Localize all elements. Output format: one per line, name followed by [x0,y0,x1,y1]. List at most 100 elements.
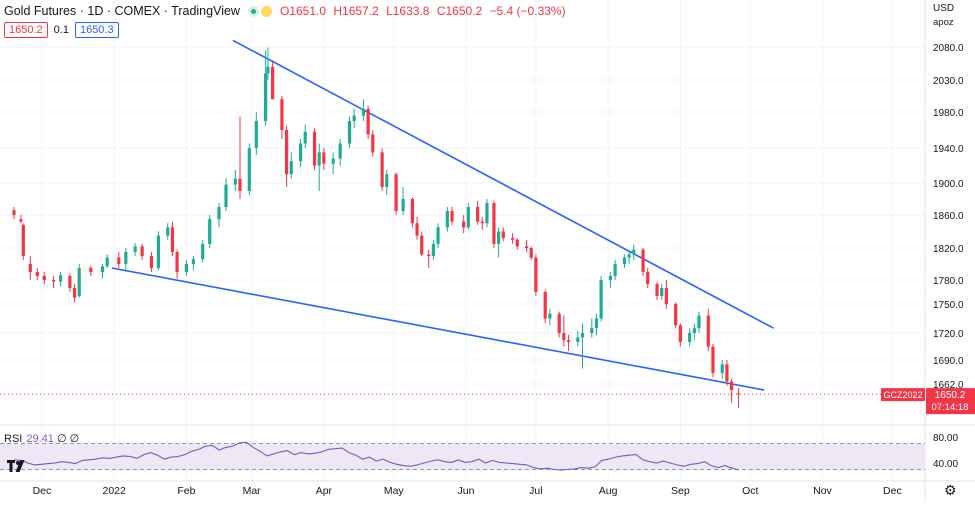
candle-body[interactable] [529,248,533,258]
candle-body[interactable] [613,264,617,276]
candle-body[interactable] [298,143,303,162]
candle-body[interactable] [266,66,270,74]
candle-body[interactable] [317,152,321,166]
candle-body[interactable] [271,66,275,100]
candle-body[interactable] [476,207,480,222]
candle-body[interactable] [450,211,454,222]
candle-body[interactable] [485,203,489,224]
candle-body[interactable] [730,381,734,390]
candle-body[interactable] [133,246,137,252]
candle-body[interactable] [580,333,585,338]
candle-body[interactable] [224,184,228,207]
candle-body[interactable] [427,254,431,256]
candle-body[interactable] [711,346,715,373]
candle-body[interactable] [233,178,237,185]
candle-body[interactable] [480,221,484,224]
candle-body[interactable] [208,219,212,244]
candle-body[interactable] [394,174,398,211]
candle-body[interactable] [622,257,627,264]
candle-body[interactable] [641,249,645,272]
scale-mode-label[interactable]: apoz [933,17,954,28]
candle-body[interactable] [347,121,352,144]
candle-body[interactable] [166,227,170,236]
candle-body[interactable] [331,158,335,164]
candle-body[interactable] [149,256,154,268]
candle-body[interactable] [462,221,466,228]
candle-body[interactable] [201,243,205,260]
candle-body[interactable] [548,313,552,319]
candle-body[interactable] [692,328,696,333]
trendline[interactable] [111,267,765,391]
candle-body[interactable] [706,315,710,347]
candle-body[interactable] [445,211,449,228]
candle-body[interactable] [175,252,179,272]
candle-body[interactable] [678,325,682,342]
candle-body[interactable] [42,276,46,280]
candle-body[interactable] [557,313,561,333]
candle-body[interactable] [280,99,284,130]
candle-body[interactable] [361,108,366,116]
candle-body[interactable] [524,246,529,248]
symbol-title[interactable]: Gold Futures · 1D · COMEX · TradingView [4,4,240,18]
candle-body[interactable] [501,231,505,239]
trendline[interactable] [232,39,774,329]
candle-body[interactable] [366,108,370,135]
candle-body[interactable] [35,272,39,276]
candle-body[interactable] [385,174,389,187]
candle-body[interactable] [380,152,384,187]
sell-button[interactable]: 1650.2 [4,22,48,38]
candle-body[interactable] [566,340,571,342]
candle-body[interactable] [322,152,326,164]
candle-body[interactable] [632,249,636,255]
candle-body[interactable] [58,275,63,282]
candle-body[interactable] [497,231,501,244]
candle-body[interactable] [264,73,268,121]
candle-body[interactable] [105,257,109,267]
candle-body[interactable] [21,224,25,256]
candle-body[interactable] [415,223,419,236]
candle-body[interactable] [28,264,32,272]
candle-body[interactable] [510,238,515,240]
candle-body[interactable] [124,252,128,264]
candle-body[interactable] [254,121,258,148]
candle-body[interactable] [191,259,195,264]
candle-body[interactable] [646,272,650,284]
candle-body[interactable] [352,115,356,121]
candle-body[interactable] [117,257,121,264]
candle-body[interactable] [170,227,175,252]
candle-body[interactable] [737,393,741,395]
candle-body[interactable] [140,246,144,256]
candle-body[interactable] [420,235,424,255]
candle-body[interactable] [238,178,242,191]
candle-body[interactable] [312,131,317,166]
candle-body[interactable] [534,257,538,292]
candle-body[interactable] [19,219,23,222]
candle-body[interactable] [89,268,93,272]
candle-body[interactable] [627,254,631,258]
buy-button[interactable]: 1650.3 [74,22,119,38]
candle-body[interactable] [100,266,105,272]
candle-body[interactable] [289,161,293,175]
candle-body[interactable] [590,328,594,333]
candle-body[interactable] [664,288,668,304]
rsi-line[interactable] [13,441,739,471]
candle-body[interactable] [576,337,580,343]
candle-body[interactable] [77,268,81,296]
candle-body[interactable] [655,284,659,296]
candle-body[interactable] [72,288,77,298]
candle-body[interactable] [697,315,701,329]
candle-body[interactable] [401,199,405,211]
candle-body[interactable] [436,227,440,244]
candle-body[interactable] [284,130,289,175]
gear-icon[interactable]: ⚙ [944,482,957,498]
candle-body[interactable] [725,364,729,382]
candle-body[interactable] [51,280,56,282]
candle-body[interactable] [156,235,161,268]
candle-body[interactable] [660,288,664,296]
candle-body[interactable] [594,318,599,329]
candle-body[interactable] [562,333,566,341]
candle-body[interactable] [247,148,251,191]
tradingview-logo-icon[interactable] [6,458,28,474]
rsi-legend[interactable]: RSI 29.41 ∅ ∅ [4,432,79,445]
